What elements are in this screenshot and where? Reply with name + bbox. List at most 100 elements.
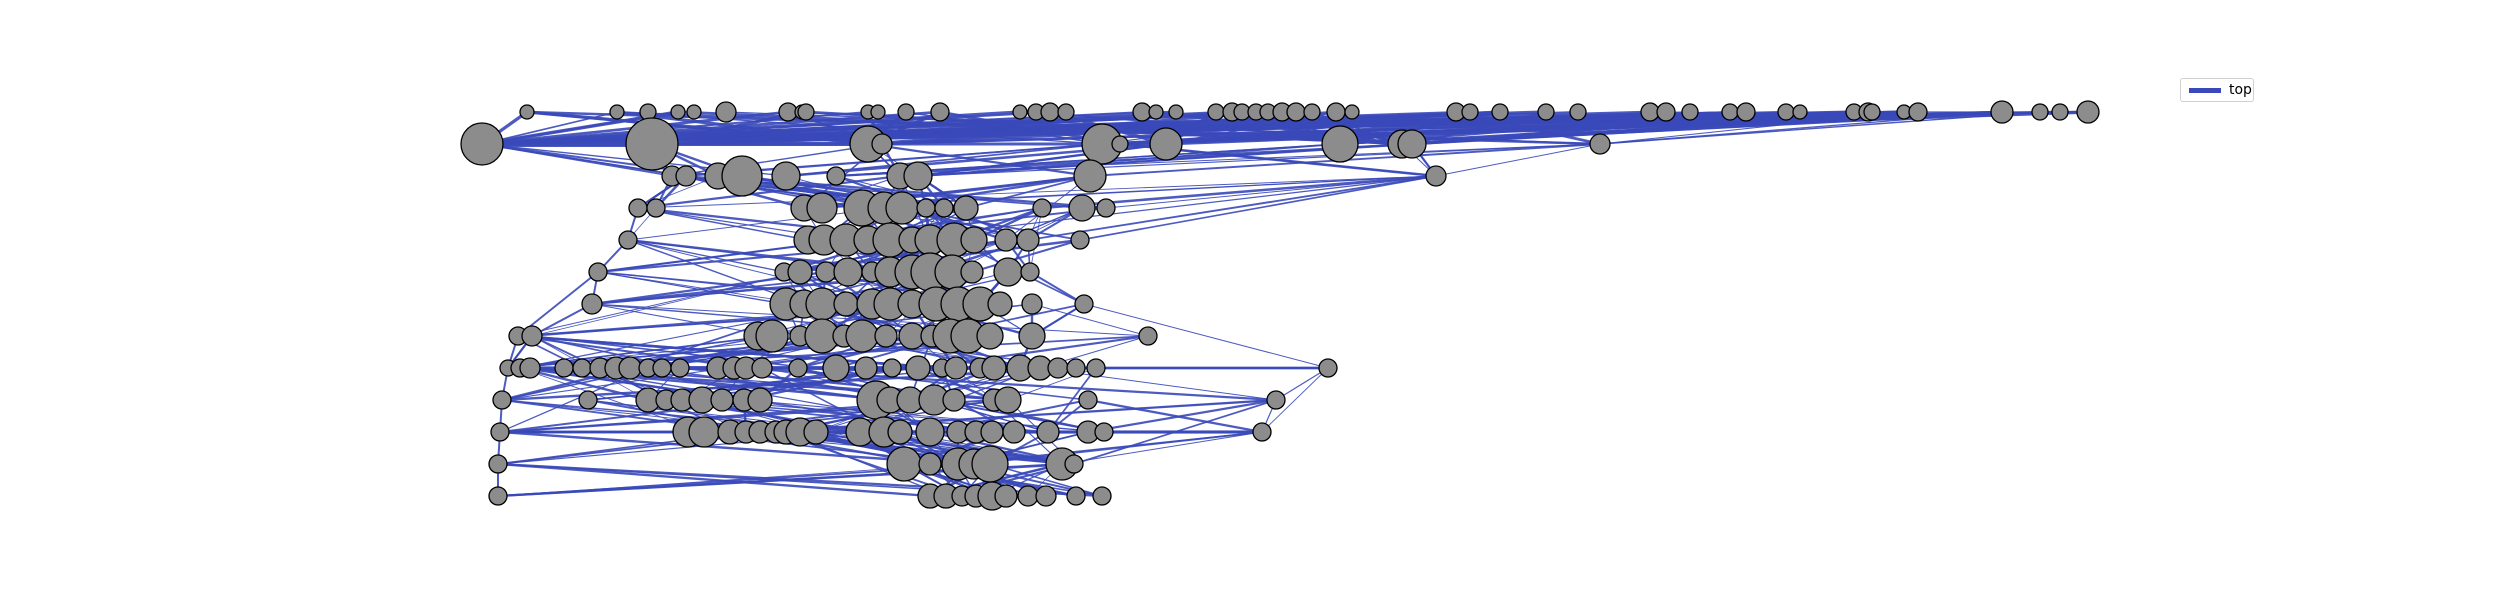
graph-node (870, 104, 886, 120)
graph-edge (917, 143, 1601, 177)
graph-edge (1155, 110, 1403, 146)
graph-node (1068, 194, 1096, 222)
graph-node (675, 165, 697, 187)
graph-node (953, 195, 979, 221)
graph-edge (517, 271, 801, 337)
graph-edge (616, 110, 883, 146)
graph-node (652, 358, 672, 378)
graph-edge (835, 142, 1413, 178)
graph-edge (965, 175, 1091, 209)
graph-node (1266, 390, 1286, 410)
legend-swatch (2189, 87, 2221, 93)
graph-node (960, 226, 988, 254)
graph-node (981, 355, 1007, 381)
graph-node (885, 191, 919, 225)
graph-node (710, 388, 734, 412)
graph-node (930, 102, 950, 122)
graph-edge (499, 367, 649, 433)
graph-node (1303, 103, 1321, 121)
graph-node (916, 198, 936, 218)
graph-edge (627, 207, 885, 241)
graph-node (1020, 262, 1040, 282)
graph-node (751, 357, 773, 379)
graph-edge (531, 303, 593, 337)
graph-node (980, 420, 1004, 444)
graph-node (905, 355, 931, 381)
graph-node (833, 257, 863, 287)
graph-node (618, 230, 638, 250)
graph-node (1092, 486, 1112, 506)
graph-node (987, 291, 1013, 317)
graph-node (994, 484, 1018, 508)
graph-node (822, 354, 850, 382)
graph-node (1863, 103, 1881, 121)
graph-node (460, 122, 504, 166)
graph-node (845, 319, 879, 353)
graph-node (572, 358, 592, 378)
graph-node (1149, 127, 1183, 161)
graph-edge (497, 463, 959, 497)
graph-node (1138, 326, 1158, 346)
graph-edge (627, 239, 785, 273)
graph-node (490, 422, 510, 442)
graph-node (1425, 165, 1447, 187)
graph-node (1537, 103, 1555, 121)
graph-edge (1165, 110, 1471, 146)
graph-edge (637, 207, 809, 241)
graph-node (1086, 358, 1106, 378)
graph-node (1252, 422, 1272, 442)
graph-node (994, 386, 1022, 414)
graph-node (903, 161, 933, 191)
graph-edge (531, 271, 801, 337)
graph-node (960, 260, 984, 284)
graph-node (887, 419, 913, 445)
graph-node (994, 228, 1018, 252)
graph-node (1066, 358, 1086, 378)
graph-node (815, 261, 837, 283)
graph-edge (597, 271, 805, 305)
graph-edge (1087, 398, 1277, 434)
graph-node (1040, 102, 1060, 122)
graph-node (1397, 129, 1427, 159)
graph-node (805, 287, 839, 321)
graph-edge (526, 110, 883, 146)
graph-node (806, 192, 838, 224)
graph-node (944, 356, 968, 380)
graph-node (915, 417, 945, 447)
graph-node (521, 325, 543, 347)
graph-edge (1105, 175, 1437, 209)
graph-node (2076, 100, 2100, 124)
graph-node (1491, 103, 1509, 121)
graph-edge (1083, 303, 1329, 369)
graph-edge (1435, 143, 1601, 177)
graph-edge (1027, 175, 1437, 241)
graph-node (1064, 454, 1084, 474)
graph-node (993, 257, 1023, 287)
graph-node (578, 390, 598, 410)
graph-node (492, 390, 512, 410)
graph-node (588, 262, 608, 282)
graph-edge (1275, 367, 1329, 401)
graph-edge (799, 430, 1075, 466)
graph-node (1012, 104, 1028, 120)
graph-node (1111, 135, 1129, 153)
graph-edge (637, 175, 1437, 209)
graph-node (787, 259, 813, 285)
graph-node (882, 358, 902, 378)
graph-edge (1411, 111, 1919, 145)
graph-node (797, 103, 815, 121)
graph-node (1286, 102, 1306, 122)
graph-node (1016, 228, 1040, 252)
graph-edge (1031, 303, 1149, 337)
graph-node (721, 155, 763, 197)
graph-node (1656, 102, 1676, 122)
graph-node (688, 416, 720, 448)
graph-node (618, 356, 642, 380)
graph-node (554, 358, 574, 378)
graph-node (1002, 420, 1026, 444)
graph-edge (1599, 111, 2003, 145)
graph-node (976, 322, 1004, 350)
graph-node (2051, 103, 2069, 121)
graph-node (918, 452, 942, 476)
